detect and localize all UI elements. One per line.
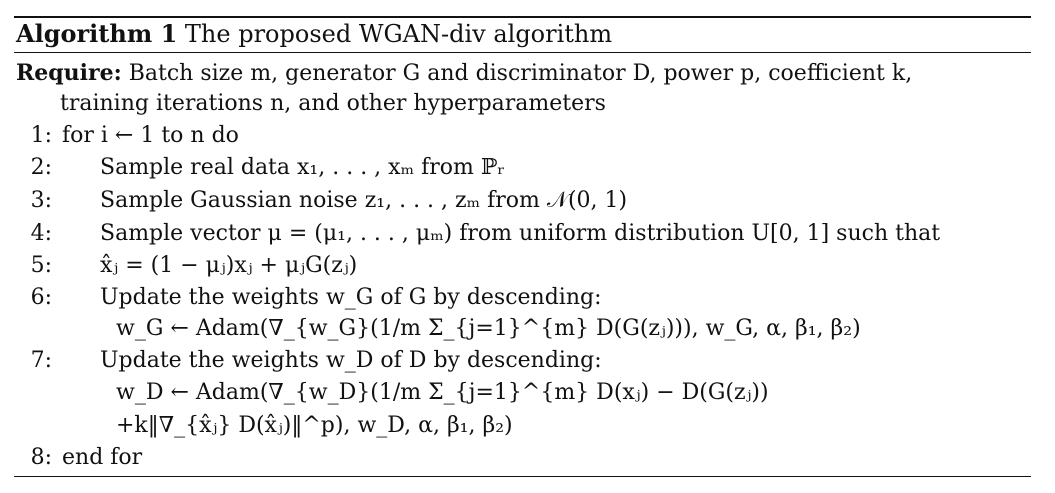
require-text-1: Batch size m, generator G and discrimina… [128, 61, 913, 86]
algorithm-title: Algorithm 1 The proposed WGAN-div algori… [16, 18, 612, 50]
step-text: for i ← 1 to n do [62, 123, 239, 148]
header-rule [14, 52, 1031, 53]
discriminator-update-formula-cont: +k‖∇_{x̂ⱼ} D(x̂ⱼ)‖^p), w_D, α, β₁, β₂) [116, 413, 513, 438]
step-number: 8: [30, 445, 52, 470]
step-text: end for [62, 445, 143, 470]
step-text: x̂ⱼ = (1 − μⱼ)xⱼ + μⱼG(zⱼ) [100, 253, 358, 278]
generator-update-formula: w_G ← Adam(∇_{w_G}(1/m Σ_{j=1}^{m} D(G(z… [116, 316, 861, 341]
step-number: 5: [30, 253, 52, 278]
step-text: Update the weights w_G of G by descendin… [100, 285, 602, 310]
bottom-rule [14, 476, 1031, 477]
step-number: 2: [30, 155, 52, 180]
require-label: Require: [16, 60, 122, 86]
step-number: 3: [30, 188, 52, 213]
step-text: Sample Gaussian noise z₁, . . . , zₘ fro… [100, 188, 628, 213]
step-number: 4: [30, 221, 52, 246]
discriminator-update-formula: w_D ← Adam(∇_{w_D}(1/m Σ_{j=1}^{m} D(xⱼ)… [116, 380, 769, 405]
step-number: 1: [30, 123, 52, 148]
algorithm-name: The proposed WGAN-div algorithm [184, 20, 613, 48]
step-text: Sample real data x₁, . . . , xₘ from ℙᵣ [100, 155, 506, 180]
top-rule [14, 16, 1031, 18]
step-number: 6: [30, 285, 52, 310]
step-number: 7: [30, 348, 52, 373]
step-text: Sample vector μ = (μ₁, . . . , μₘ) from … [100, 221, 941, 246]
step-text: Update the weights w_D of D by descendin… [100, 348, 602, 373]
algorithm-label: Algorithm 1 [16, 19, 178, 48]
require-text-2: training iterations n, and other hyperpa… [60, 91, 606, 116]
